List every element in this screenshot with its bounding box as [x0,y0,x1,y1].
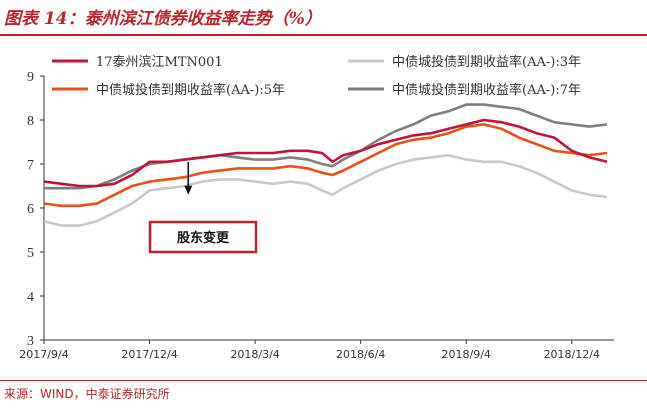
x-tick-label: 2018/12/4 [544,348,600,361]
x-tick-label: 2017/12/4 [121,348,177,361]
y-tick-label: 7 [27,158,34,173]
y-tick-label: 8 [27,114,34,129]
footer-divider [0,380,647,381]
annotation-arrowhead [184,185,193,195]
y-tick-label: 4 [27,290,34,305]
legend-label-aa3: 中债城投债到期收益率(AA-):3年 [392,54,581,70]
annotation-box [148,220,258,254]
legend-label-aa5: 中债城投债到期收益率(AA-):5年 [96,82,285,98]
y-tick-label: 9 [27,70,34,85]
x-tick-label: 2017/9/4 [19,348,68,361]
title-bar: 图表 14：泰州滨江债券收益率走势（%） [0,0,647,36]
x-tick-label: 2018/3/4 [230,348,279,361]
annotation-label: 股东变更 [177,230,230,246]
source-note: 来源：WIND，中泰证券研究所 [4,387,170,401]
x-tick-label: 2018/6/4 [336,348,385,361]
line-chart: 3 4 5 6 7 8 9 2017/9/4 2017/12/4 2018/3/4 2018/6/4… [19,54,614,361]
y-tick-label: 3 [27,334,34,349]
y-tick-label: 6 [27,202,34,217]
series-line-s17 [43,118,608,188]
y-tick-label: 5 [27,246,34,261]
legend-label-aa7: 中债城投债到期收益率(AA-):7年 [392,82,581,98]
series-line-aa3 [43,153,608,227]
series-line-aa5 [43,123,608,208]
chart-title: 图表 14：泰州滨江债券收益率走势（%） [4,9,322,29]
legend-label-s17: 17泰州滨江MTN001 [96,54,223,70]
x-tick-label: 2018/9/4 [442,348,491,361]
